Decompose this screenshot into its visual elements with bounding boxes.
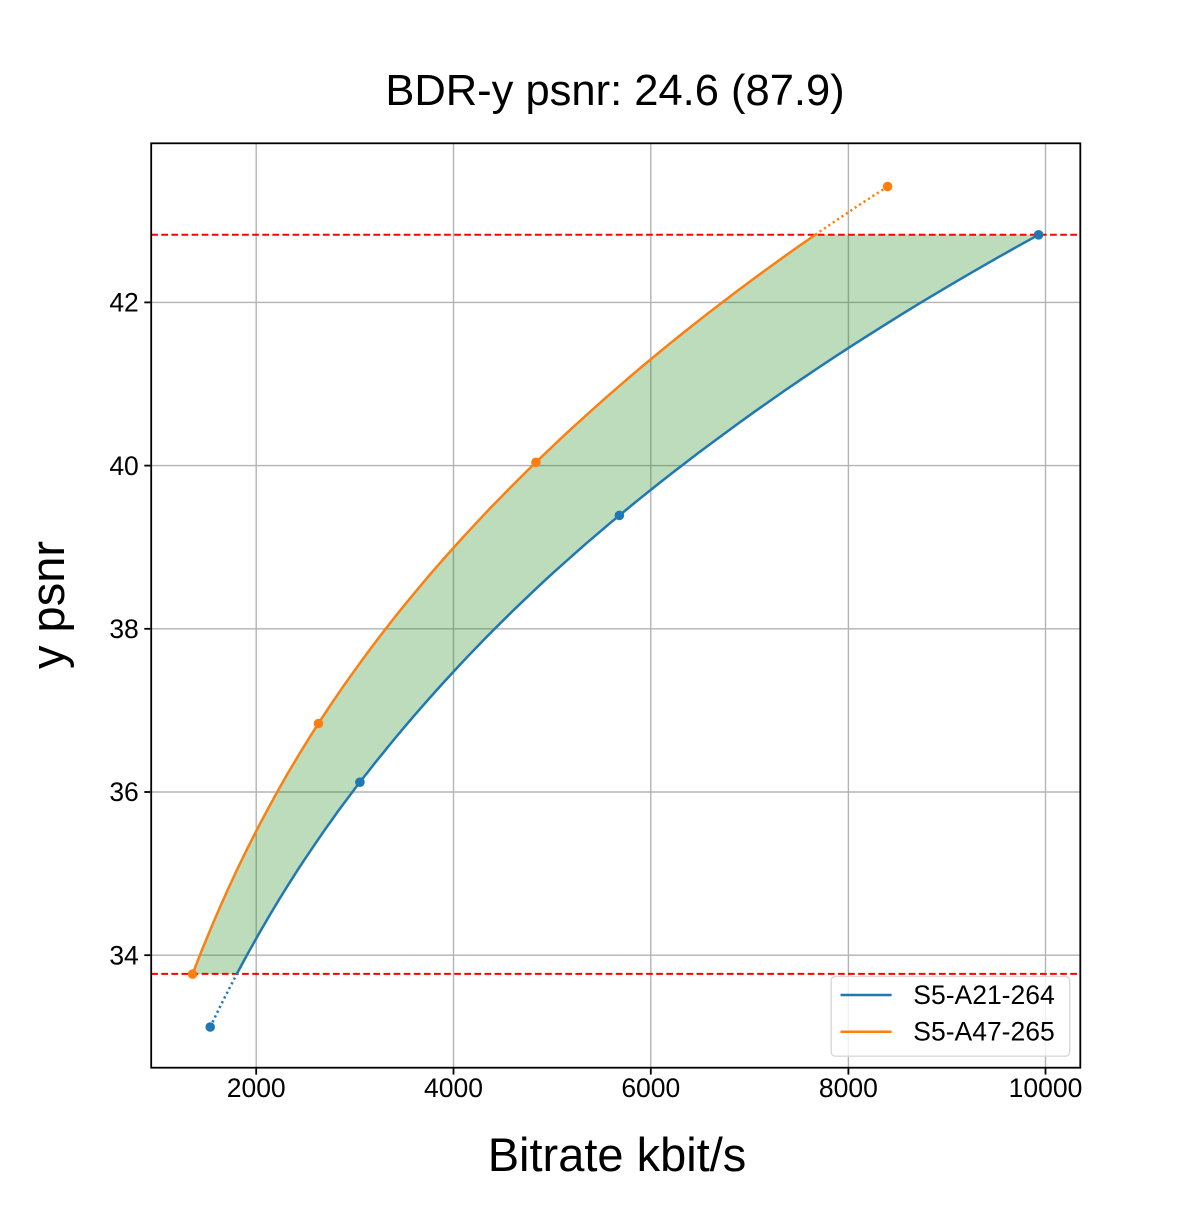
svg-text:y psnr: y psnr <box>21 541 74 669</box>
svg-text:2000: 2000 <box>227 1073 286 1103</box>
svg-text:BDR-y psnr: 24.6 (87.9): BDR-y psnr: 24.6 (87.9) <box>385 67 844 115</box>
svg-text:38: 38 <box>109 614 138 644</box>
svg-text:S5-A47-265: S5-A47-265 <box>913 1017 1054 1047</box>
svg-text:S5-A21-264: S5-A21-264 <box>913 980 1054 1010</box>
svg-text:34: 34 <box>109 940 138 970</box>
svg-text:36: 36 <box>109 777 138 807</box>
svg-text:Bitrate kbit/s: Bitrate kbit/s <box>488 1128 747 1181</box>
svg-text:6000: 6000 <box>621 1073 680 1103</box>
svg-text:4000: 4000 <box>424 1073 483 1103</box>
svg-text:40: 40 <box>109 451 138 481</box>
svg-text:10000: 10000 <box>1009 1073 1083 1103</box>
svg-text:8000: 8000 <box>819 1073 878 1103</box>
svg-text:42: 42 <box>109 288 138 318</box>
